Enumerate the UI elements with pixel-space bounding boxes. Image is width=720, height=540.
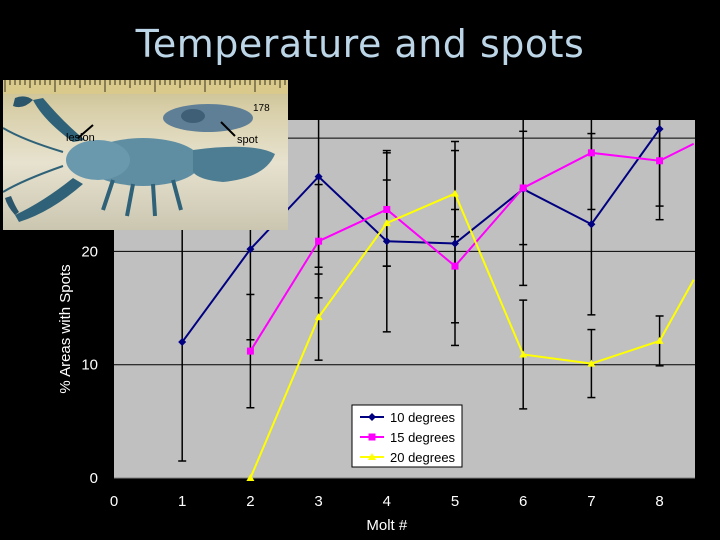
- slide-title: Temperature and spots: [135, 22, 585, 66]
- series-line-20-degrees: [249, 192, 695, 479]
- data-point: [383, 205, 391, 213]
- ruler-number: 178: [253, 103, 270, 114]
- crayfish-illustration: [3, 80, 288, 222]
- data-point: [368, 453, 376, 460]
- data-point: [368, 413, 376, 421]
- x-axis-ticks: 0 1 2 3 4 5 6 7 8: [110, 493, 664, 510]
- legend-entry: 15 degrees: [390, 430, 456, 445]
- series-line-10-degrees: [181, 128, 661, 343]
- ruler-ticks: [4, 80, 286, 92]
- data-point: [178, 338, 187, 347]
- data-point: [587, 220, 596, 229]
- legend-entry: 10 degrees: [390, 410, 456, 425]
- data-point: [315, 237, 323, 245]
- y-axis-ticks: 0 10 20: [81, 243, 98, 487]
- data-point: [246, 245, 255, 254]
- lesion-pointer: [77, 124, 94, 139]
- series-markers: [178, 125, 664, 481]
- data-point: [587, 359, 596, 367]
- crayfish-photo: 178 lesion spot: [3, 80, 288, 230]
- data-point: [246, 474, 255, 481]
- data-point: [451, 189, 459, 197]
- data-point: [519, 350, 528, 358]
- spot-label: spot: [237, 134, 258, 146]
- data-point: [382, 237, 391, 246]
- legend-entry: 20 degrees: [390, 450, 456, 465]
- data-point: [246, 347, 254, 355]
- x-tick-label: 2: [246, 493, 254, 510]
- x-tick-label: 1: [178, 493, 186, 510]
- data-point: [382, 219, 391, 227]
- x-tick-label: 0: [110, 493, 118, 510]
- x-tick-label: 4: [383, 493, 391, 510]
- gridlines: [114, 137, 695, 479]
- y-tick-label: 0: [90, 470, 98, 487]
- data-point: [314, 313, 323, 321]
- x-tick-label: 7: [587, 493, 595, 510]
- y-axis-label: % Areas with Spots: [57, 264, 74, 393]
- legend: 10 degrees 15 degrees 20 degrees: [351, 404, 463, 468]
- data-point: [451, 262, 459, 270]
- series-line-15-degrees: [249, 142, 695, 352]
- x-tick-label: 3: [314, 493, 322, 510]
- data-point: [368, 433, 376, 441]
- data-point: [656, 157, 664, 165]
- data-point: [587, 149, 595, 157]
- x-tick-label: 8: [655, 493, 663, 510]
- y-tick-label: 10: [81, 357, 98, 374]
- y-tick-label: 20: [81, 243, 98, 260]
- series-lines: [181, 128, 695, 479]
- x-tick-label: 6: [519, 493, 527, 510]
- x-tick-label: 5: [451, 493, 459, 510]
- spot-pointer: [220, 121, 236, 137]
- data-point: [519, 184, 527, 192]
- data-point: [314, 172, 323, 181]
- lesion-label: lesion: [66, 132, 95, 144]
- data-point: [655, 125, 664, 134]
- spot-inset-image: [163, 104, 253, 132]
- data-point: [655, 336, 664, 344]
- x-axis-label: Molt #: [366, 517, 408, 534]
- data-point: [451, 239, 459, 248]
